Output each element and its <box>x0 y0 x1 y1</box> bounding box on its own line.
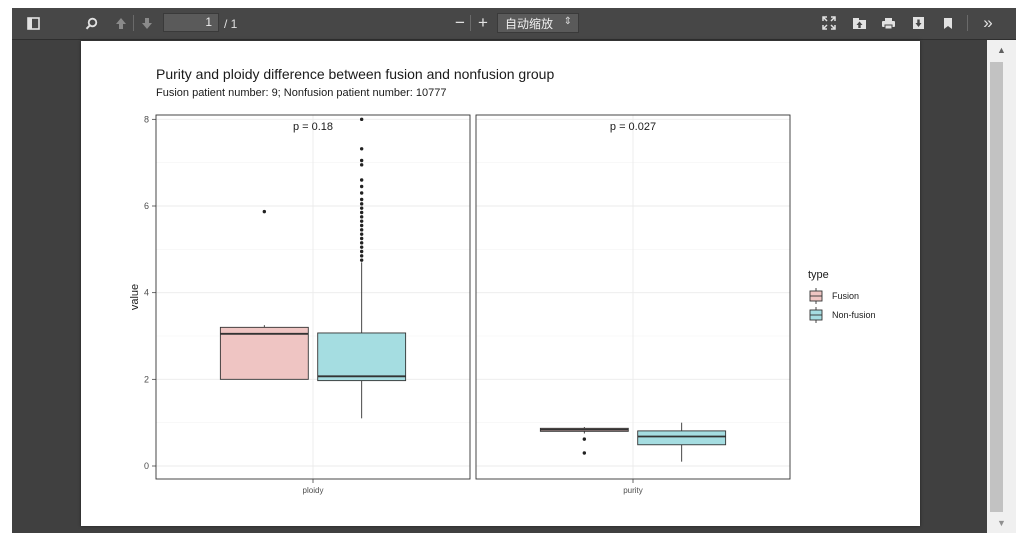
legend-label: Fusion <box>832 291 859 301</box>
outlier-point <box>359 249 364 254</box>
outlier-point <box>359 197 364 202</box>
print-button[interactable] <box>879 13 897 33</box>
document-viewer[interactable]: Purity and ploidy difference between fus… <box>12 40 984 533</box>
download-icon <box>912 17 924 29</box>
search-button[interactable] <box>82 13 100 33</box>
box-fusion <box>219 326 309 380</box>
outlier-point <box>359 215 364 219</box>
outlier-point <box>359 191 364 195</box>
scrollbar-thumb[interactable] <box>990 62 1003 512</box>
tools-button[interactable]: » <box>978 13 998 33</box>
outlier-point <box>359 236 364 241</box>
zoom-out-button[interactable]: − <box>452 13 468 33</box>
x-tick-label: purity <box>623 486 643 495</box>
open-file-icon <box>852 17 866 29</box>
y-tick-label: 4 <box>144 288 149 298</box>
search-icon <box>85 17 97 29</box>
viewer-toolbar: 1 / 1 − + 自动缩放 ⇕ » <box>12 8 1016 40</box>
bookmark-button[interactable] <box>940 13 956 33</box>
chart-subtitle: Fusion patient number: 9; Nonfusion pati… <box>156 87 446 99</box>
sidebar-toggle-button[interactable] <box>24 13 42 33</box>
next-page-icon <box>142 17 152 29</box>
outlier-point <box>582 451 587 455</box>
toolbar-separator <box>133 15 134 31</box>
toolbar-separator <box>470 15 471 31</box>
boxplot-chart: Purity and ploidy difference between fus… <box>129 66 876 495</box>
previous-page-icon <box>116 17 126 29</box>
y-axis-label: value <box>129 284 141 310</box>
scroll-down-arrow-icon[interactable]: ▼ <box>997 518 1006 528</box>
vertical-scrollbar[interactable]: ▲ ▼ <box>987 40 1016 533</box>
legend-title: type <box>808 269 829 281</box>
box-non-fusion <box>317 332 407 382</box>
outlier-point <box>262 209 267 214</box>
p-value-annotation: p = 0.18 <box>293 121 333 133</box>
outlier-point <box>359 178 364 182</box>
outlier-point <box>582 437 587 441</box>
box-non-fusion <box>637 430 727 446</box>
tools-icon: » <box>983 13 993 32</box>
outlier-point <box>359 232 364 236</box>
legend-label: Non-fusion <box>832 310 876 320</box>
updown-arrow-icon: ⇕ <box>563 16 572 27</box>
y-tick-label: 2 <box>144 374 149 384</box>
outlier-point <box>359 228 364 232</box>
open-file-button[interactable] <box>850 13 868 33</box>
presentation-mode-button[interactable] <box>820 13 838 33</box>
page-count-label: / 1 <box>224 17 238 31</box>
outlier-point <box>359 202 364 206</box>
print-icon <box>881 17 895 29</box>
zoom-select[interactable]: 自动缩放 ⇕ <box>497 13 579 33</box>
sidebar-toggle-icon <box>26 16 40 30</box>
outlier-point <box>359 184 364 189</box>
previous-page-button[interactable] <box>113 13 129 33</box>
outlier-point <box>359 219 364 223</box>
zoom-in-icon: + <box>478 13 488 32</box>
outlier-point <box>359 223 364 228</box>
outlier-point <box>359 117 364 122</box>
page-number-input[interactable]: 1 <box>163 13 219 32</box>
y-tick-label: 0 <box>144 461 149 471</box>
outlier-point <box>359 158 364 163</box>
outlier-point <box>359 258 364 262</box>
outlier-point <box>359 241 364 245</box>
pdf-viewer-window: 1 / 1 − + 自动缩放 ⇕ » <box>12 8 1016 533</box>
presentation-mode-icon <box>822 16 836 30</box>
x-tick-label: ploidy <box>303 486 324 495</box>
outlier-point <box>359 254 364 258</box>
outlier-point <box>359 245 364 249</box>
outlier-point <box>359 147 364 151</box>
toolbar-separator <box>967 15 968 31</box>
bookmark-icon <box>944 17 952 29</box>
zoom-select-value: 自动缩放 <box>505 16 554 31</box>
scroll-up-arrow-icon[interactable]: ▲ <box>997 45 1006 55</box>
y-tick-label: 6 <box>144 201 149 211</box>
zoom-out-icon: − <box>455 13 465 32</box>
outlier-point <box>359 210 364 215</box>
p-value-annotation: p = 0.027 <box>610 121 656 133</box>
outlier-point <box>359 163 364 167</box>
download-button[interactable] <box>909 13 927 33</box>
pdf-page: Purity and ploidy difference between fus… <box>81 41 920 526</box>
chart-title: Purity and ploidy difference between fus… <box>156 66 554 82</box>
y-tick-label: 8 <box>144 114 149 124</box>
outlier-point <box>359 206 364 210</box>
next-page-button[interactable] <box>139 13 155 33</box>
zoom-in-button[interactable]: + <box>475 13 491 33</box>
